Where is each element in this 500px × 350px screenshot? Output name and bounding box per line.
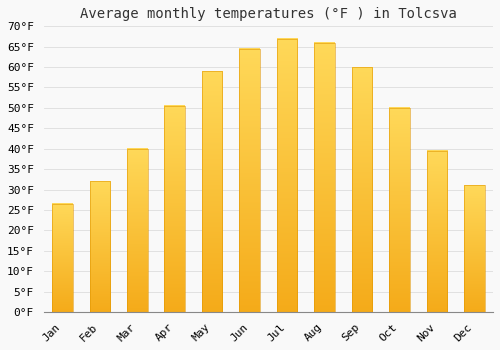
Bar <box>277 38 297 312</box>
Bar <box>314 43 335 312</box>
Bar <box>426 151 447 312</box>
Bar <box>164 106 185 312</box>
Bar <box>352 67 372 312</box>
Bar <box>202 71 222 312</box>
Title: Average monthly temperatures (°F ) in Tolcsva: Average monthly temperatures (°F ) in To… <box>80 7 457 21</box>
Bar <box>464 186 484 312</box>
Bar <box>240 49 260 312</box>
Bar <box>389 108 409 312</box>
Bar <box>52 204 72 312</box>
Bar <box>90 181 110 312</box>
Bar <box>127 149 148 312</box>
